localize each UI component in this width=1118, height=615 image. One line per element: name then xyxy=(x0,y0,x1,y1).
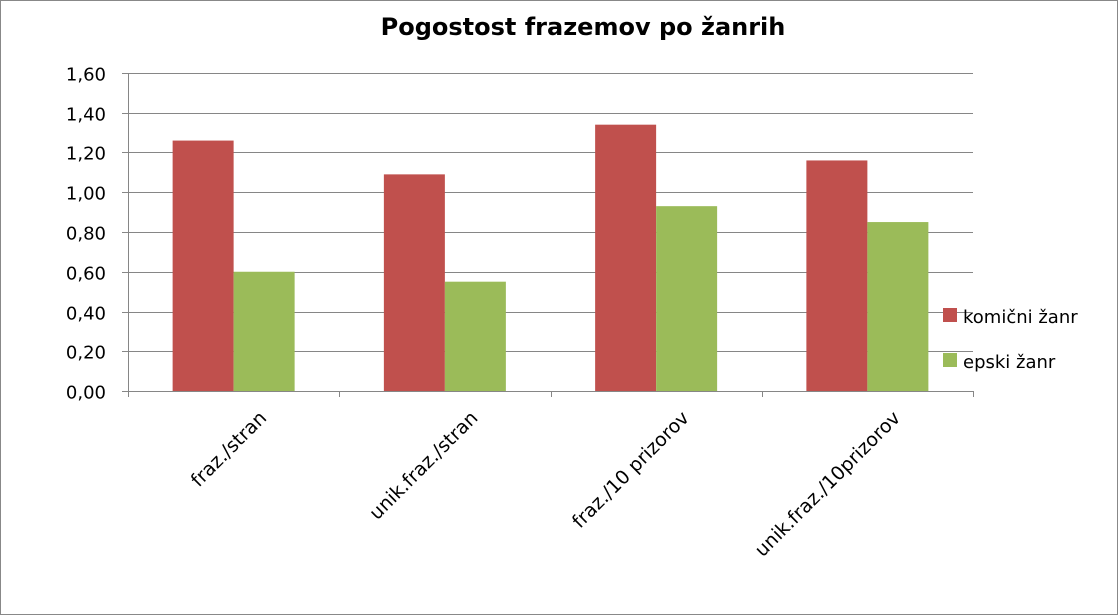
legend: komični žanr epski žanr xyxy=(943,307,1078,373)
chart-title: Pogostost frazemov po žanrih xyxy=(381,13,786,41)
bar xyxy=(444,281,506,391)
bars xyxy=(172,124,929,392)
y-tick-label: 1,00 xyxy=(66,184,106,205)
y-tick-label: 1,40 xyxy=(66,105,106,126)
legend-swatch xyxy=(943,353,957,367)
x-category-label: fraz./10 prizorov xyxy=(568,407,694,533)
y-axis-ticks: 0,00 0,20 0,40 0,60 0,80 1,00 1,20 1,40 1,60 xyxy=(66,65,128,404)
axes xyxy=(128,73,974,397)
x-category-label: unik.fraz./stran xyxy=(365,407,482,524)
y-tick-label: 1,60 xyxy=(66,65,106,86)
x-axis-labels: fraz./stran unik.fraz./stran fraz./10 priz… xyxy=(187,407,905,561)
bar xyxy=(656,206,718,391)
y-tick-label: 0,20 xyxy=(66,343,106,364)
legend-label: komični žanr xyxy=(963,307,1078,328)
bar xyxy=(233,271,295,391)
x-category-label: fraz./stran xyxy=(187,407,271,491)
legend-swatch xyxy=(943,308,957,322)
y-tick-label: 0,60 xyxy=(66,264,106,285)
x-category-label: unik.fraz./10prizorov xyxy=(751,407,905,561)
bar xyxy=(595,124,657,392)
y-tick-label: 0,80 xyxy=(66,224,106,245)
y-tick-label: 0,40 xyxy=(66,304,106,325)
bar xyxy=(172,140,234,391)
legend-label: epski žanr xyxy=(963,352,1056,373)
bar xyxy=(867,222,929,391)
y-tick-label: 1,20 xyxy=(66,144,106,165)
bar xyxy=(806,160,868,391)
y-tick-label: 0,00 xyxy=(66,383,106,404)
bar xyxy=(383,174,445,391)
